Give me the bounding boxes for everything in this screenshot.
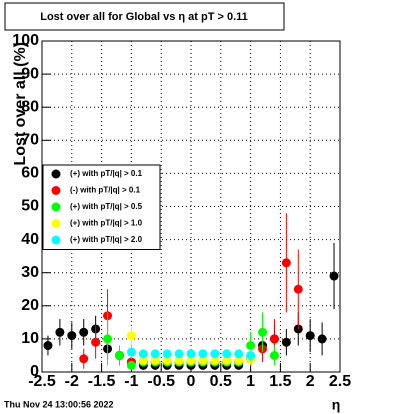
plot-frame [41, 40, 341, 373]
legend-marker [51, 219, 61, 228]
legend-label: (+) with pT/|q| > 0.5 [70, 202, 143, 211]
data-point [114, 350, 124, 360]
y-tick-label: 30 [21, 264, 39, 281]
data-point [246, 350, 256, 360]
legend-marker [51, 202, 61, 212]
data-point [293, 284, 303, 294]
data-point [174, 355, 184, 365]
x-tick-label: -2 [65, 373, 79, 390]
y-tick-label: 50 [21, 198, 39, 215]
x-tick-label: 0 [187, 373, 196, 390]
data-point [258, 327, 268, 337]
x-tick-label: -2.5 [28, 373, 56, 390]
data-point [138, 349, 148, 359]
data-point [162, 349, 172, 359]
y-axis-label: Lost over all (%) [12, 42, 29, 166]
x-tick-label: 1 [246, 373, 255, 390]
data-point [222, 355, 232, 365]
data-point [186, 355, 196, 365]
data-point [55, 327, 65, 337]
data-point [317, 334, 327, 344]
data-point [210, 355, 220, 365]
x-tick-label: 0.5 [210, 373, 232, 390]
data-point [126, 360, 136, 370]
data-point [210, 349, 220, 359]
chart-title: Lost over all for Global vs η at pT > 0.… [40, 11, 248, 23]
x-tick-label: -1.5 [88, 373, 116, 390]
data-point [281, 258, 291, 268]
legend-label: (-) with pT/|q| > 0.1 [70, 186, 141, 195]
data-point [79, 327, 89, 337]
data-point [150, 355, 160, 365]
legend-label: (+) with pT/|q| > 2.0 [70, 235, 143, 244]
legend-marker [51, 186, 61, 195]
data-point [198, 349, 208, 359]
y-tick-label: 70 [21, 132, 39, 149]
x-tick-label: 2.5 [329, 373, 351, 390]
legend-label: (+) with pT/|q| > 1.0 [70, 219, 143, 228]
data-point [162, 355, 172, 365]
y-tick-label: 60 [21, 165, 39, 182]
y-tick-label: 10 [21, 330, 39, 347]
data-point [186, 349, 196, 359]
data-point [246, 341, 256, 351]
legend-box [42, 164, 161, 250]
legend-marker [51, 169, 61, 179]
data-point [150, 349, 160, 359]
data-point [269, 350, 279, 360]
data-point [198, 355, 208, 365]
legend-marker [51, 235, 61, 245]
data-point [234, 355, 244, 365]
x-tick-label: 2 [306, 373, 315, 390]
y-tick-label: 80 [21, 98, 39, 115]
y-tick-label: 0 [30, 363, 39, 380]
title-box [4, 2, 285, 31]
x-tick-label: -1 [124, 373, 138, 390]
data-point [91, 337, 101, 347]
data-point [234, 349, 244, 359]
x-axis-label: η [332, 397, 341, 413]
y-tick-label: 40 [21, 231, 39, 248]
timestamp: Thu Nov 24 13:00:56 2022 [4, 399, 114, 409]
y-tick-label: 100 [12, 32, 39, 49]
data-point [67, 331, 77, 341]
data-point [174, 349, 184, 359]
data-point [281, 337, 291, 347]
data-point [79, 354, 89, 364]
data-point [222, 349, 232, 359]
legend-label: (+) with pT/|q| > 0.1 [70, 169, 143, 178]
x-tick-label: 1.5 [269, 373, 291, 390]
data-point [126, 347, 136, 357]
data-point [329, 271, 339, 281]
data-point [305, 331, 315, 341]
x-tick-label: -0.5 [147, 373, 175, 390]
data-point [126, 331, 136, 341]
data-point [138, 355, 148, 365]
y-tick-label: 20 [21, 297, 39, 314]
data-point [43, 341, 53, 351]
data-point [103, 334, 113, 344]
y-tick-label: 90 [21, 65, 39, 82]
data-point [269, 334, 279, 344]
